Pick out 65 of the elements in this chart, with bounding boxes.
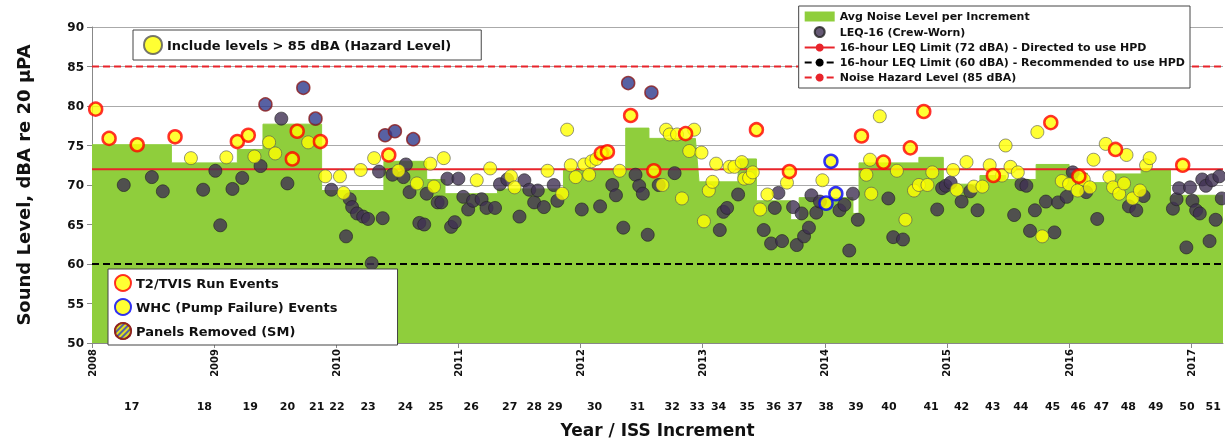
x-tick-label: 2010 [330, 348, 342, 377]
legend-label: 16-hour LEQ Limit (72 dBA) - Directed to use HPD [839, 41, 1147, 54]
x-tick-label: 2013 [697, 348, 709, 377]
text: 19 [242, 400, 258, 413]
legend-label: 16-hour LEQ Limit (60 dBA) - Recommended to use HPD [839, 56, 1186, 69]
text: 18 [196, 400, 213, 413]
text: 47 [1093, 400, 1110, 413]
x-tick-label: 2012 [575, 348, 587, 377]
x-tick-label: 2009 [208, 348, 220, 377]
y-tick-label: 80 [67, 99, 84, 113]
y-tick-label: 75 [67, 138, 84, 153]
text: 34 [710, 400, 727, 413]
y-tick-label: 85 [67, 59, 84, 74]
text: 30 [586, 400, 603, 413]
text: 41 [923, 400, 939, 413]
text: 49 [1148, 400, 1164, 413]
y-tick-label: 90 [67, 20, 84, 34]
text: 40 [881, 400, 897, 413]
x-axis-title: Year / ISS Increment [559, 419, 755, 440]
legend-label: Avg Noise Level per Increment [839, 10, 1030, 23]
legend-label: LEQ-16 (Crew-Worn) [839, 25, 966, 39]
y-tick-label: 50 [67, 336, 84, 350]
text: 32 [664, 400, 680, 413]
text: 39 [848, 400, 864, 413]
legend-label: T2/TVIS Run Events [136, 275, 279, 291]
text: 50 [1179, 400, 1195, 413]
text: 29 [547, 400, 563, 413]
legend-label: WHC (Pump Failure) Events [136, 299, 338, 315]
text: 46 [1070, 400, 1087, 413]
y-tick-label: 55 [67, 296, 84, 311]
y-tick-label: 65 [67, 217, 84, 232]
x-tick-label: 2016 [1063, 348, 1075, 377]
text: 51 [1205, 400, 1221, 413]
text: 48 [1120, 400, 1136, 413]
y-tick-label: 70 [67, 178, 84, 192]
text: 38 [818, 400, 834, 413]
y-tick-label: 60 [67, 257, 84, 271]
text: 22 [329, 400, 345, 413]
text: 20 [279, 400, 296, 413]
text: 28 [526, 400, 542, 413]
text: 33 [689, 400, 705, 413]
x-tick-label: 2011 [452, 348, 464, 377]
text: 25 [428, 400, 444, 413]
x-tick-label: 2017 [1185, 348, 1197, 377]
text: 21 [309, 400, 325, 413]
text: 35 [739, 400, 755, 413]
text: 17 [124, 400, 140, 413]
text: 23 [360, 400, 376, 413]
text: 27 [502, 400, 518, 413]
text: 43 [985, 400, 1001, 413]
y-axis-title: Sound Level, dBA re 20 μPA [12, 44, 34, 326]
text: 45 [1044, 400, 1061, 413]
x-tick-label: 2014 [819, 348, 831, 377]
text: 24 [397, 400, 414, 413]
text: 36 [765, 400, 782, 413]
x-tick-label: 2008 [86, 348, 98, 377]
x-tick-label: 2015 [941, 348, 953, 377]
legend-label: Include levels > 85 dBA (Hazard Level) [167, 37, 452, 53]
text: 44 [1013, 400, 1029, 413]
legend-label: Panels Removed (SM) [136, 323, 296, 339]
text: 26 [463, 400, 480, 413]
text: 42 [953, 400, 970, 413]
legend-label: Noise Hazard Level (85 dBA) [839, 71, 1017, 84]
text: 37 [787, 400, 803, 413]
text: 31 [629, 400, 645, 413]
